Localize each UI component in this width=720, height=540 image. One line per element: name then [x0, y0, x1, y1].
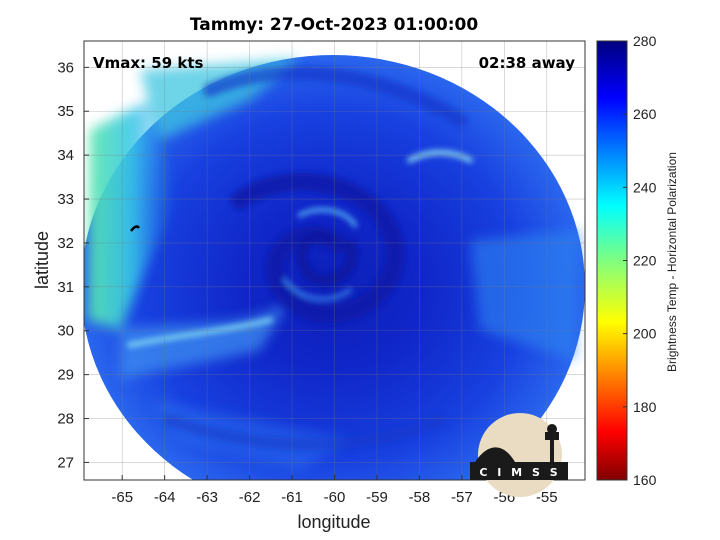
x-tick-label: -63 — [196, 489, 218, 506]
colorbar-tick-label: 260 — [633, 106, 657, 122]
y-tick-label: 31 — [57, 279, 74, 296]
colorbar-label: Brightness Temp - Horizontal Polarizatio… — [665, 152, 679, 372]
colorbar — [596, 40, 628, 481]
y-tick-label: 34 — [57, 147, 74, 164]
logo-text: C I M S S — [479, 466, 560, 479]
colorbar-tick-label: 180 — [633, 399, 657, 415]
y-tick-label: 28 — [57, 411, 74, 428]
y-tick-label: 32 — [57, 235, 74, 252]
y-tick-label: 33 — [57, 191, 74, 208]
x-gridlines — [121, 41, 548, 480]
x-tick-label: -55 — [536, 489, 558, 506]
cimss-logo: C I M S S — [470, 413, 568, 497]
colorbar-ticks: 160 180 200 220 240 260 280 — [623, 33, 657, 488]
y-gridlines — [84, 67, 585, 463]
vmax-label: Vmax: 59 kts — [93, 54, 203, 72]
colorbar-tick-label: 280 — [633, 33, 657, 49]
x-tick-label: -65 — [111, 489, 133, 506]
y-axis-label: latitude — [32, 231, 52, 289]
satellite-swath — [84, 55, 585, 480]
colorbar-tick-label: 160 — [633, 472, 657, 488]
y-tick-label: 30 — [57, 323, 74, 340]
x-tick-label: -58 — [409, 489, 431, 506]
x-tick-label: -59 — [366, 489, 388, 506]
y-tick-labels: 27 28 29 30 31 32 33 34 35 36 — [57, 59, 89, 471]
y-tick-label: 29 — [57, 367, 74, 384]
y-tick-label: 27 — [57, 454, 74, 471]
x-tick-label: -64 — [154, 489, 176, 506]
colorbar-tick-label: 220 — [633, 253, 657, 269]
colorbar-tick-label: 240 — [633, 179, 657, 195]
x-tick-label: -62 — [239, 489, 261, 506]
y-tick-label: 35 — [57, 103, 74, 120]
x-tick-label: -61 — [281, 489, 303, 506]
chart-title: Tammy: 27-Oct-2023 01:00:00 — [190, 15, 478, 35]
colorbar-tick-label: 200 — [633, 326, 657, 342]
time-away-label: 02:38 away — [479, 54, 576, 72]
x-axis-label: longitude — [297, 512, 370, 532]
x-tick-label: -60 — [324, 489, 346, 506]
y-tick-label: 36 — [57, 59, 74, 76]
x-tick-label: -57 — [451, 489, 473, 506]
